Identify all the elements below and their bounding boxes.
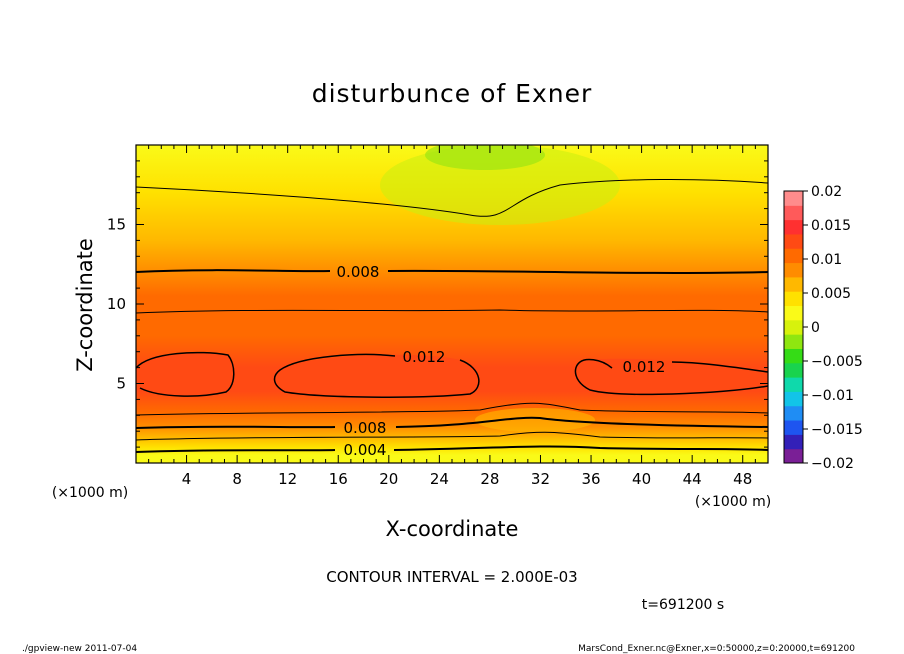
x-tick-label: 32 (531, 470, 550, 488)
colorbar-steps (784, 191, 803, 464)
contour-line (574, 358, 769, 396)
colorbar-step (784, 377, 803, 392)
colorbar-tick-label: −0.005 (811, 354, 863, 370)
colorbar-tick-label: 0.015 (811, 218, 851, 234)
colorbar-step (784, 334, 803, 349)
x-axis-ticks: 4 8 12 16 20 24 28 32 36 40 44 48 (148, 145, 756, 488)
field-overlays (136, 145, 768, 432)
contour-label: 0.012 (403, 348, 446, 366)
footer-left: ./gpview-new 2011-07-04 (22, 644, 137, 654)
contour-line (135, 416, 769, 429)
colorbar-tick-label: 0.01 (811, 252, 842, 268)
contour-line (135, 351, 235, 397)
colorbar-step (784, 262, 803, 278)
colorbar-step (784, 191, 803, 206)
x-axis-label: X-coordinate (386, 517, 519, 541)
colorbar: 0.02 0.015 0.01 0.005 0 −0.005 −0.01 −0.015 −0.0… (783, 184, 863, 472)
colorbar-tick-label: 0 (811, 320, 820, 336)
colorbar-step (784, 291, 803, 307)
x-tick-label: 8 (232, 470, 242, 488)
x-unit-left: (×1000 m) (52, 485, 128, 501)
chart-title: disturbunce of Exner (312, 79, 593, 108)
contour-label: 0.008 (344, 419, 387, 437)
y-axis-ticks: 5 10 15 (107, 160, 768, 448)
contour-line (135, 269, 769, 274)
y-tick-label: 5 (116, 375, 126, 393)
x-tick-label: 48 (733, 470, 752, 488)
colorbar-tick-label: −0.01 (811, 388, 854, 404)
contour-lines (135, 178, 769, 453)
y-axis-label: Z-coordinate (73, 238, 97, 372)
x-tick-label: 44 (683, 470, 702, 488)
colorbar-step (784, 420, 803, 435)
max-region-left (136, 352, 234, 397)
x-unit-right: (×1000 m) (695, 494, 771, 510)
colorbar-step (784, 219, 803, 235)
x-tick-label: 20 (379, 470, 398, 488)
colorbar-step (784, 248, 803, 264)
colorbar-tick-label: 0.02 (811, 184, 842, 200)
colorbar-ticks: 0.02 0.015 0.01 0.005 0 −0.005 −0.01 −0.015 −0.0… (803, 184, 863, 472)
max-region-right (575, 358, 768, 395)
colorbar-tick-label: 0.005 (811, 286, 851, 302)
colorbar-step (784, 448, 803, 464)
x-tick-label: 12 (278, 470, 297, 488)
contour-line (273, 353, 480, 398)
central-low-region (380, 145, 620, 225)
plot-area: 0.008 0.012 0.012 0.008 0.004 (135, 144, 769, 464)
y-tick-label: 10 (107, 295, 126, 313)
colorbar-step (784, 233, 803, 249)
colorbar-step (784, 405, 803, 421)
colorbar-step (784, 276, 803, 292)
time-label: t=691200 s (642, 597, 724, 613)
colorbar-step (784, 434, 803, 450)
contour-interval-note: CONTOUR INTERVAL = 2.000E-03 (326, 568, 577, 586)
x-tick-label: 4 (182, 470, 192, 488)
colorbar-step (784, 305, 803, 321)
max-region-center (274, 354, 479, 398)
contour-label: 0.012 (623, 358, 666, 376)
colorbar-tick-label: −0.015 (811, 422, 863, 438)
contour-label: 0.008 (337, 263, 380, 281)
central-upper-bump (425, 145, 545, 170)
contour-line (135, 309, 769, 314)
colorbar-step (784, 362, 803, 378)
x-tick-label: 28 (480, 470, 499, 488)
contour-line (135, 178, 769, 217)
x-tick-label: 16 (329, 470, 348, 488)
x-tick-label: 36 (581, 470, 600, 488)
colorbar-step (784, 348, 803, 364)
contour-line (135, 431, 769, 441)
central-lower-bump (475, 408, 595, 432)
contour-label: 0.004 (344, 441, 387, 459)
x-tick-label: 40 (632, 470, 651, 488)
colorbar-step (784, 319, 803, 335)
contour-line (135, 445, 769, 453)
colorbar-step (784, 205, 803, 221)
colorbar-tick-label: −0.02 (811, 456, 854, 472)
y-tick-label: 15 (107, 216, 126, 234)
colorbar-step (784, 391, 803, 407)
x-tick-label: 24 (430, 470, 449, 488)
contour-line (135, 402, 769, 416)
footer-right: MarsCond_Exner.nc@Exner,x=0:50000,z=0:20… (578, 644, 855, 654)
